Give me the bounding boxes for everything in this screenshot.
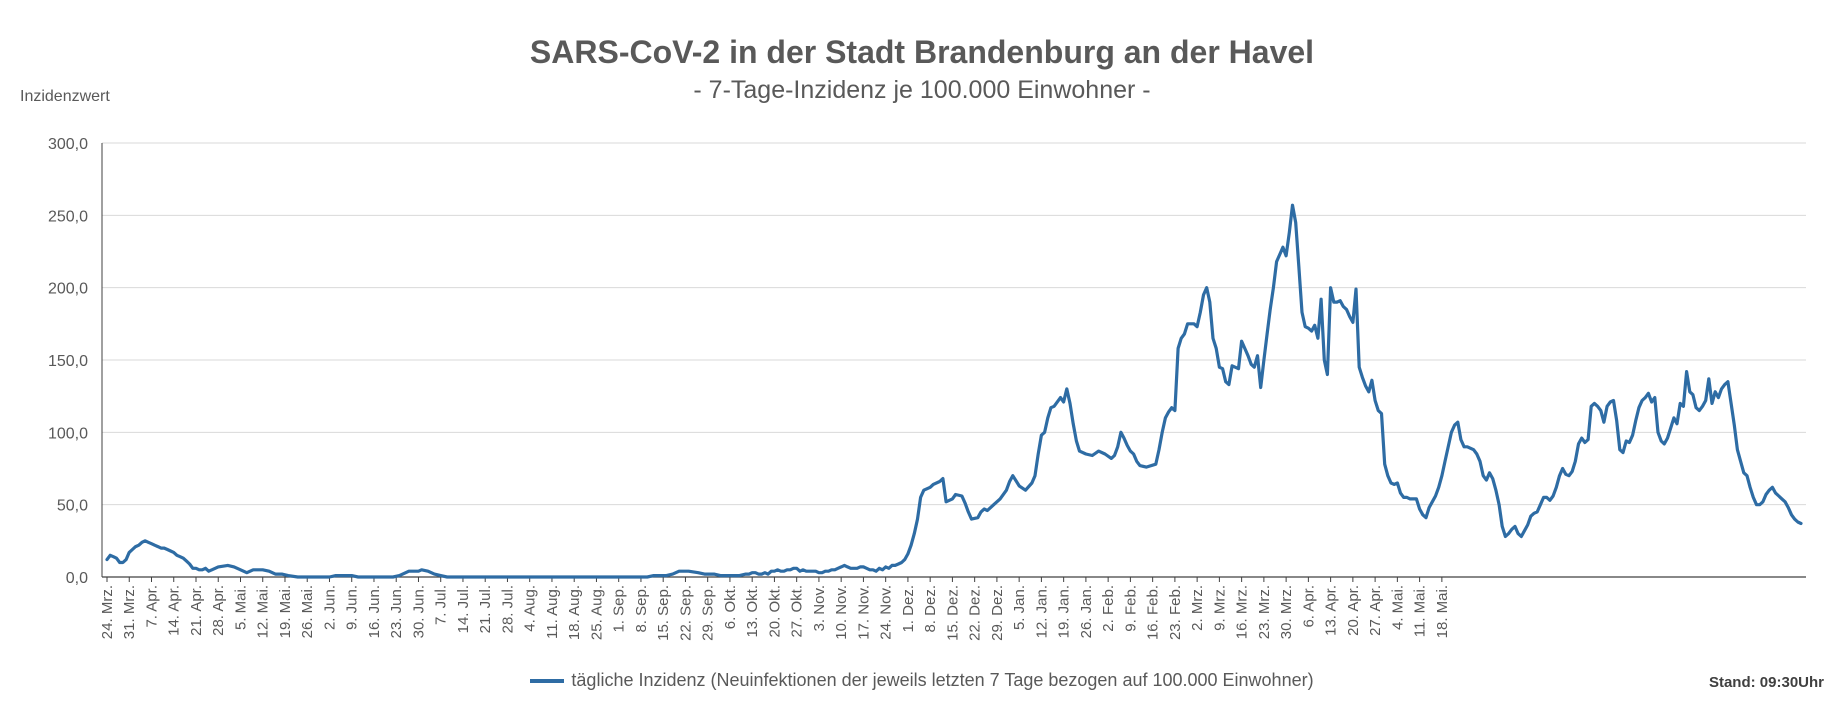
y-tick-label: 200,0 [48, 281, 88, 298]
x-tick-label: 4. Mai. [1389, 585, 1406, 630]
x-tick-label: 24. Mrz. [99, 585, 116, 639]
gridlines [102, 142, 1806, 506]
x-tick-label: 16. Feb. [1145, 585, 1162, 640]
x-tick-label: 20. Okt. [766, 585, 783, 638]
legend-swatch [530, 679, 565, 684]
x-tick-label: 19. Mai. [277, 585, 294, 638]
x-tick-label: 10. Nov. [833, 585, 850, 640]
y-tick-label: 0,0 [66, 570, 88, 587]
x-tick-label: 14. Apr. [166, 585, 183, 636]
x-tick-label: 5. Mai. [232, 585, 249, 630]
x-tick-label: 9. Jun. [344, 585, 361, 630]
y-tick-label: 150,0 [48, 353, 88, 370]
x-tick-label: 27. Apr. [1367, 585, 1384, 636]
y-tick-label: 300,0 [48, 136, 88, 153]
x-tick-label: 4. Aug. [522, 585, 539, 632]
x-tick-label: 1. Sep. [611, 585, 628, 633]
x-tick-label: 13. Okt. [744, 585, 761, 638]
x-tick-label: 11. Aug. [544, 585, 561, 639]
x-tick-label: 24. Nov. [878, 585, 895, 640]
legend: tägliche Inzidenz (Neuinfektionen der je… [0, 670, 1844, 691]
chart-title: SARS-CoV-2 in der Stadt Brandenburg an d… [529, 34, 1315, 70]
x-tick-label: 17. Nov. [855, 585, 872, 640]
x-tick-label: 6. Apr. [1300, 585, 1317, 628]
x-tick-label: 25. Aug. [588, 585, 605, 640]
x-tick-label: 29. Sep. [700, 585, 717, 641]
y-axis-label: Inzidenzwert [20, 88, 110, 105]
x-tick-label: 1. Dez. [900, 585, 917, 633]
y-axis-ticks: 0,0 50,0 100,0 150,0 200,0 250,0 300,0 [48, 136, 88, 587]
y-tick-label: 50,0 [57, 498, 88, 515]
x-tick-label: 13. Apr. [1323, 585, 1340, 636]
series-line [105, 203, 1803, 579]
x-tick-label: 23. Feb. [1167, 585, 1184, 640]
x-tick-label: 21. Jul. [477, 585, 494, 633]
x-tick-label: 28. Apr. [210, 585, 227, 636]
x-tick-label: 20. Apr. [1345, 585, 1362, 636]
x-tick-label: 8. Dez. [922, 585, 939, 633]
x-tick-label: 22. Sep. [677, 585, 694, 641]
x-tick-label: 16. Mrz. [1234, 585, 1251, 639]
x-tick-label: 15. Sep. [655, 585, 672, 641]
x-tick-label: 6. Okt. [722, 585, 739, 629]
x-tick-label: 26. Jan. [1078, 585, 1095, 638]
x-tick-label: 18. Mai. [1434, 585, 1451, 638]
x-tick-label: 7. Apr. [143, 585, 160, 628]
x-tick-label: 29. Dez. [989, 585, 1006, 641]
x-axis-ticks: 24. Mrz. 31. Mrz. 7. Apr. 14. Apr. 21. Apr. 2… [99, 577, 1451, 641]
legend-label: tägliche Inzidenz (Neuinfektionen der je… [571, 670, 1314, 690]
x-tick-label: 22. Dez. [967, 585, 984, 641]
x-tick-label: 27. Okt. [789, 585, 806, 638]
x-tick-label: 14. Jul. [455, 585, 472, 633]
x-tick-label: 15. Dez. [944, 585, 961, 641]
x-tick-label: 26. Mai. [299, 585, 316, 638]
y-tick-label: 100,0 [48, 425, 88, 442]
x-tick-label: 12. Mai. [255, 585, 272, 638]
series-layer [105, 203, 1803, 579]
x-tick-label: 8. Sep. [633, 585, 650, 633]
x-tick-label: 9. Feb. [1122, 585, 1139, 632]
x-tick-label: 9. Mrz. [1211, 585, 1228, 631]
x-tick-label: 31. Mrz. [121, 585, 138, 639]
timestamp-label: Stand: 09:30Uhr [1708, 674, 1824, 691]
chart-subtitle: - 7-Tage-Inzidenz je 100.000 Einwohner - [693, 76, 1151, 104]
x-tick-label: 30. Mrz. [1278, 585, 1295, 639]
x-tick-label: 5. Jan. [1011, 585, 1028, 630]
x-tick-label: 19. Jan. [1056, 585, 1073, 638]
y-tick-label: 250,0 [48, 208, 88, 225]
x-tick-label: 3. Nov. [811, 585, 828, 631]
x-tick-label: 23. Jun. [388, 585, 405, 638]
x-tick-label: 2. Mrz. [1189, 585, 1206, 631]
x-tick-label: 21. Apr. [188, 585, 205, 636]
x-tick-label: 7. Jul. [433, 585, 450, 625]
x-tick-label: 16. Jun. [366, 585, 383, 638]
x-tick-label: 18. Aug. [566, 585, 583, 640]
line-chart: 0,0 50,0 100,0 150,0 200,0 250,0 300,0 24. Mrz… [48, 136, 1806, 641]
x-tick-label: 2. Feb. [1100, 585, 1117, 632]
x-tick-label: 30. Jun. [410, 585, 427, 638]
x-tick-label: 2. Jun. [321, 585, 338, 630]
x-tick-label: 11. Mai. [1412, 585, 1429, 637]
x-tick-label: 28. Jul. [499, 585, 516, 633]
x-tick-label: 12. Jan. [1033, 585, 1050, 638]
x-tick-label: 23. Mrz. [1256, 585, 1273, 639]
